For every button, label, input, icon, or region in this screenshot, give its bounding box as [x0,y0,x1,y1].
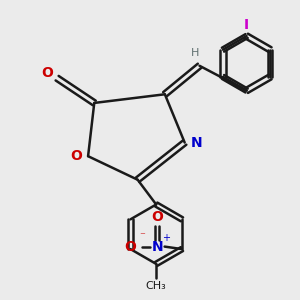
Text: N: N [191,136,203,150]
Text: CH₃: CH₃ [146,281,166,291]
Text: O: O [41,66,53,80]
Text: I: I [244,18,249,32]
Text: +: + [162,233,170,243]
Text: H: H [190,48,199,59]
Text: ⁻: ⁻ [140,232,145,242]
Text: O: O [124,240,136,254]
Text: N: N [152,240,163,254]
Text: O: O [70,149,82,163]
Text: O: O [151,210,163,224]
